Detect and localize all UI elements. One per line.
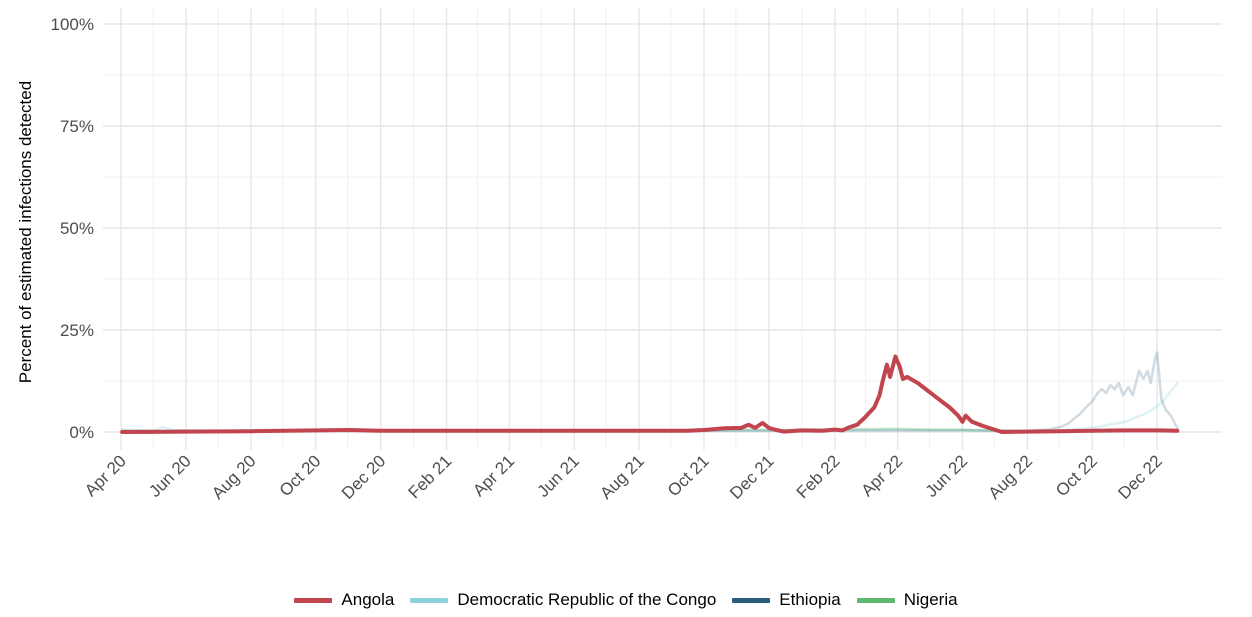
grid-lines: [103, 8, 1222, 450]
legend-key: [410, 597, 449, 603]
x-tick-label: Aug 22: [985, 451, 1037, 503]
x-tick-label: Jun 20: [145, 451, 195, 501]
y-axis: 0% 25% 50% 75% 100%: [51, 15, 94, 442]
x-axis: Apr 20 Jun 20 Aug 20 Oct 20 Dec 20 Feb 21 Apr …: [81, 451, 1166, 503]
x-tick-label: Jun 21: [534, 451, 584, 501]
legend-label: Nigeria: [903, 590, 958, 609]
legend-item: Angola: [294, 590, 394, 610]
x-tick-label: Apr 22: [858, 451, 907, 500]
x-tick-label: Dec 22: [1114, 451, 1166, 503]
legend-item: Democratic Republic of the Congo: [410, 590, 716, 610]
x-tick-label: Jun 22: [922, 451, 972, 501]
series-line-angola: [120, 354, 1180, 434]
y-tick-label: 0%: [69, 423, 94, 442]
legend-item: Nigeria: [856, 590, 958, 610]
x-tick-label: Dec 21: [726, 451, 778, 503]
legend-key: [856, 597, 895, 603]
x-tick-label: Oct 21: [664, 451, 713, 500]
x-tick-label: Feb 22: [793, 451, 844, 502]
y-tick-label: 100%: [51, 15, 94, 34]
series-line-ethiopia: [120, 351, 1179, 433]
x-tick-label: Apr 20: [81, 451, 130, 500]
legend-label: Angola: [341, 590, 395, 609]
legend-label: Ethiopia: [779, 590, 841, 609]
legend-key: [732, 597, 771, 603]
x-tick-label: Feb 21: [405, 451, 456, 502]
x-tick-label: Apr 21: [469, 451, 518, 500]
x-tick-label: Oct 22: [1052, 451, 1101, 500]
y-tick-label: 75%: [60, 117, 94, 136]
series-lines: [120, 351, 1180, 434]
x-tick-label: Aug 21: [596, 451, 648, 503]
legend-key: [294, 597, 333, 603]
x-tick-label: Dec 20: [338, 451, 390, 503]
legend-item: Ethiopia: [732, 590, 841, 610]
legend-label: Democratic Republic of the Congo: [457, 590, 717, 609]
series-line-democratic-republic-of-the-congo: [120, 381, 1179, 433]
y-tick-label: 50%: [60, 219, 94, 238]
legend: Angola Democratic Republic of the Congo Et…: [0, 590, 1252, 610]
y-tick-label: 25%: [60, 321, 94, 340]
x-tick-label: Aug 20: [208, 451, 260, 503]
y-axis-title: Percent of estimated infections detected: [16, 81, 35, 383]
x-tick-label: Oct 20: [276, 451, 325, 500]
